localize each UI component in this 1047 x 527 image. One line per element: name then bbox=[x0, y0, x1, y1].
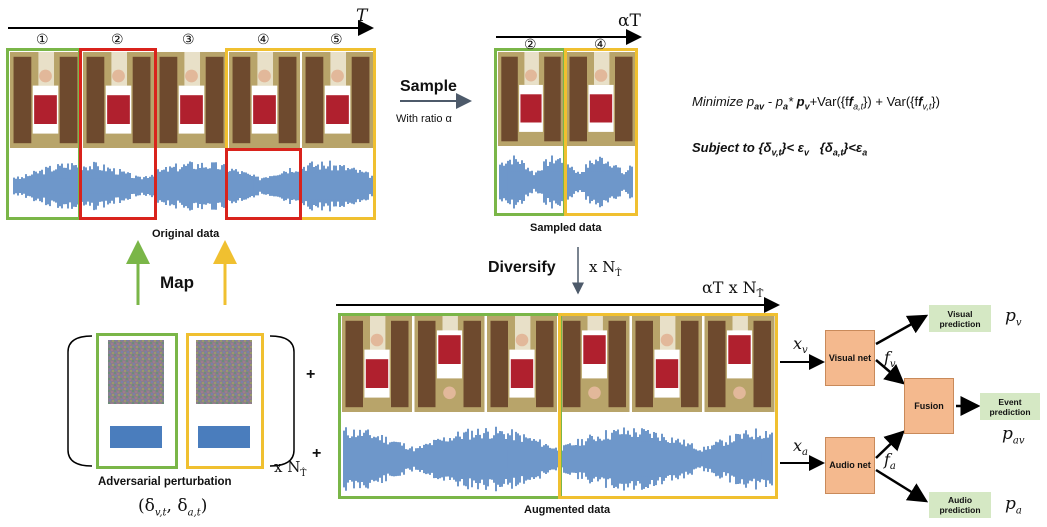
timeline-full-label: T bbox=[356, 6, 368, 26]
waveforms-layer bbox=[13, 155, 773, 492]
augmented-frame-6 bbox=[704, 316, 775, 412]
pav-label-text: p bbox=[1002, 424, 1013, 444]
original-frame-2 bbox=[83, 52, 154, 148]
augmented-frame-3 bbox=[487, 316, 557, 412]
fa-label-text: f bbox=[884, 450, 890, 469]
original-frame-1 bbox=[10, 52, 81, 148]
caption-perturbation: Adversarial perturbation bbox=[98, 476, 232, 488]
xv-label: xv bbox=[793, 334, 808, 357]
diversify-multiplier-sub: T̂ bbox=[615, 269, 622, 279]
pv-label-text: p bbox=[1005, 306, 1016, 326]
perturbation-multiplier: x NT̂ bbox=[274, 458, 306, 479]
video-frames-layer bbox=[10, 52, 775, 412]
diversify-label: Diversify bbox=[488, 259, 556, 276]
sampled-marker-2: ② bbox=[524, 36, 537, 52]
visual-noise-image-1 bbox=[108, 340, 164, 404]
visual-noise-image-2 bbox=[196, 340, 252, 404]
segment-marker-5: ⑤ bbox=[330, 31, 343, 47]
augmented-waveform bbox=[343, 426, 773, 492]
sampled-waveform bbox=[499, 155, 633, 209]
pa-label: pa bbox=[1005, 494, 1022, 517]
xv-label-text: x bbox=[793, 334, 803, 353]
pv-label: pv bbox=[1005, 306, 1022, 329]
sample-label: Sample bbox=[400, 78, 457, 95]
xa-label-text: x bbox=[793, 436, 803, 455]
fv-label-text: f bbox=[884, 348, 890, 367]
augmented-label-text: αT x N bbox=[702, 278, 757, 297]
timeline-sampled-label: αT bbox=[618, 11, 641, 31]
fa-label: fa bbox=[884, 450, 896, 473]
augmented-label-sub: T̂ bbox=[756, 289, 764, 301]
sample-caption: With ratio α bbox=[396, 113, 452, 125]
augmented-green-box bbox=[338, 313, 562, 499]
sampled-frame-1 bbox=[498, 52, 564, 146]
objective-var-2: }) + Var({f bbox=[863, 94, 919, 109]
plus-sign-2: + bbox=[312, 445, 322, 462]
diversify-multiplier-text: x N bbox=[589, 258, 616, 276]
audio-to-apred-arrow bbox=[875, 468, 929, 503]
original-red-box-segment-4 bbox=[225, 148, 302, 220]
objective-minimize-rest: - p bbox=[764, 94, 783, 109]
objective-subject-tail3: }<ε bbox=[843, 140, 863, 155]
augmented-frame-1 bbox=[342, 316, 412, 412]
pa-label-text: p bbox=[1005, 494, 1016, 514]
diversify-multiplier: x NT̂ bbox=[589, 258, 621, 279]
original-green-box bbox=[6, 48, 81, 220]
visual-prediction-box: Visual prediction bbox=[929, 305, 991, 332]
objective-subject: Subject to {δv,t}< εv {δa,t}<εa bbox=[692, 140, 868, 158]
perturbation-green-box bbox=[96, 333, 178, 469]
sampled-green-box bbox=[494, 48, 566, 216]
timeline-augmented-label: αT x NT̂ bbox=[702, 278, 763, 300]
segment-marker-2: ② bbox=[111, 31, 124, 47]
plus-sign-1: + bbox=[306, 366, 316, 383]
original-frame-5 bbox=[302, 52, 373, 148]
sampled-yellow-box bbox=[564, 48, 638, 216]
sampled-frame-2 bbox=[566, 52, 636, 146]
visual-net-node: Visual net bbox=[825, 330, 875, 386]
audio-noise-strip-1 bbox=[110, 426, 162, 448]
audio-to-fusion-arrow bbox=[875, 430, 905, 459]
sampled-marker-4: ④ bbox=[594, 36, 607, 52]
perturbation-yellow-box bbox=[186, 333, 264, 469]
augmented-frame-2 bbox=[414, 316, 485, 412]
visual-to-fusion-arrow bbox=[875, 359, 905, 385]
fusion-node: Fusion bbox=[904, 378, 954, 434]
audio-prediction-box: Audio prediction bbox=[929, 492, 991, 518]
objective-subject-text: Subject to {δ bbox=[692, 140, 772, 155]
original-waveform bbox=[13, 160, 373, 212]
audio-net-node: Audio net bbox=[825, 437, 875, 494]
caption-original: Original data bbox=[152, 228, 220, 240]
objective-var-1: +Var({f bbox=[809, 94, 849, 109]
original-frame-4 bbox=[229, 52, 300, 148]
xa-label: xa bbox=[793, 436, 808, 459]
perturbation-bracket-right bbox=[269, 335, 295, 467]
visual-to-vpred-arrow bbox=[875, 314, 929, 346]
original-frame-3 bbox=[156, 52, 227, 148]
augmented-frame-5 bbox=[632, 316, 702, 412]
caption-augmented: Augmented data bbox=[524, 504, 611, 516]
objective-subject-tail: }< ε bbox=[781, 140, 804, 155]
original-red-box-segment-2 bbox=[79, 48, 157, 220]
perturbation-multiplier-text: x N bbox=[274, 458, 301, 476]
augmented-yellow-box bbox=[558, 313, 778, 499]
augmented-frame-4 bbox=[559, 316, 630, 412]
segment-marker-4: ④ bbox=[257, 31, 270, 47]
audio-noise-strip-2 bbox=[198, 426, 250, 448]
perturbation-symbol: (δv,t, δa,t) bbox=[138, 496, 208, 519]
pav-label: pav bbox=[1002, 424, 1025, 447]
map-label: Map bbox=[160, 273, 194, 292]
objective-minimize-text: Minimize p bbox=[692, 94, 755, 109]
segment-marker-1: ① bbox=[36, 31, 49, 47]
perturbation-symbol-text: (δ bbox=[138, 496, 155, 516]
objective-subject-tail2: {δ bbox=[808, 140, 833, 155]
event-prediction-box: Event prediction bbox=[980, 393, 1040, 420]
caption-sampled: Sampled data bbox=[530, 222, 602, 234]
segment-marker-3: ③ bbox=[182, 31, 195, 47]
perturbation-multiplier-sub: T̂ bbox=[300, 469, 307, 479]
fv-label: fv bbox=[884, 348, 896, 371]
perturbation-bracket-left bbox=[67, 335, 93, 467]
objective-minimize: Minimize pav - pa* pv+Var({ffa,t}) + Var… bbox=[692, 94, 940, 112]
